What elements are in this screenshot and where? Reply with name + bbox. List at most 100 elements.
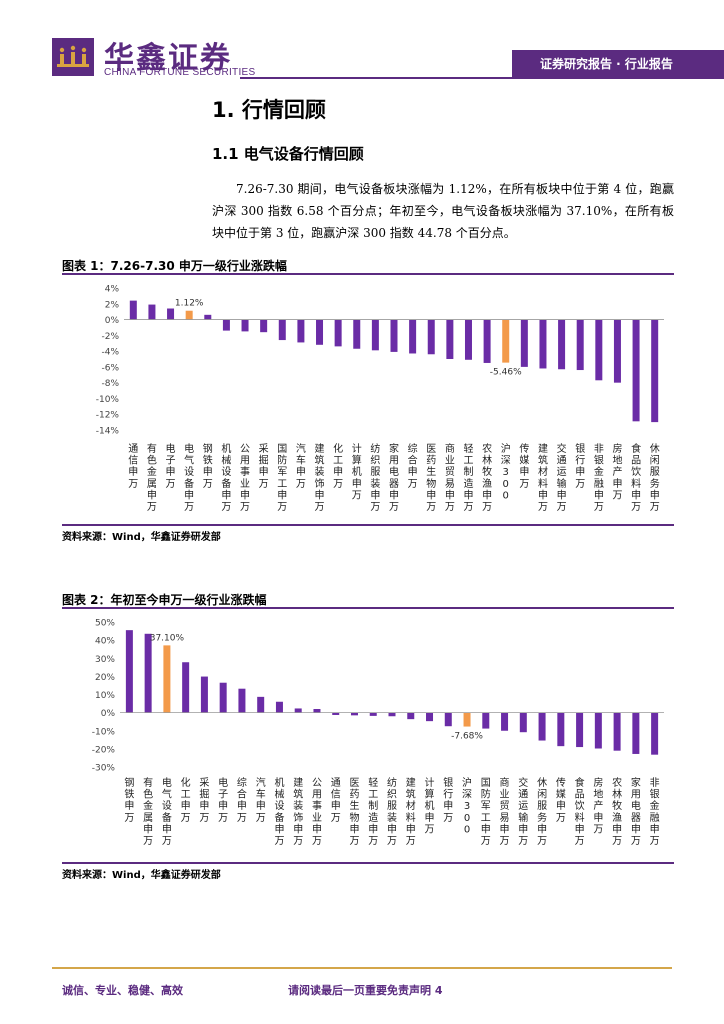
data-label: -5.46%	[490, 368, 522, 378]
footer-rule	[52, 967, 672, 969]
x-tick-label: 机械设备申万	[274, 776, 284, 847]
x-tick-label: 汽车申万	[256, 776, 266, 824]
section-heading: 1. 行情回顾	[212, 98, 326, 122]
figure1-chart: 4% 2% 0% -2% -4% -6% -8% -10% -12% -14% 1.12% -5.46…	[96, 285, 664, 513]
figure2-source: 资料来源：Wind，华鑫证券研发部	[62, 870, 221, 881]
x-tick-label: 农林牧渔申万	[482, 442, 492, 513]
data-label: -7.68%	[451, 732, 483, 742]
x-tick-label: 交通运输申万	[518, 776, 528, 847]
y-tick-label: -2%	[101, 332, 119, 342]
bar	[613, 712, 621, 751]
body-paragraph: 7.26-7.30 期间，电气设备板块涨幅为 1.12%，在所有板块中位于第 4…	[212, 182, 674, 240]
x-tick-label: 传媒申万	[519, 443, 529, 490]
footer-disclaimer: 请阅读最后一页重要免责声明 4	[288, 984, 443, 997]
y-tick-label: -12%	[96, 411, 120, 421]
bar	[632, 319, 640, 422]
y-tick-label: 4%	[105, 285, 120, 295]
bar	[444, 712, 452, 727]
bar	[222, 319, 230, 331]
bar	[407, 712, 415, 720]
bar	[426, 712, 434, 722]
x-tick-label: 通信申万	[128, 443, 138, 490]
report-type: 证券研究报告 · 行业报告	[540, 57, 673, 71]
y-tick-label: 40%	[95, 637, 115, 647]
x-tick-label: 沪深 3 0 0	[462, 776, 472, 835]
y-tick-label: 20%	[95, 673, 115, 683]
data-label: 1.12%	[175, 299, 204, 309]
x-tick-label: 汽车申万	[296, 442, 306, 490]
x-tick-label: 医药生物申万	[426, 443, 436, 513]
bar	[369, 712, 377, 716]
x-tick-label: 国防军工申万	[481, 777, 491, 847]
x-tick-label: 钢铁申万	[203, 442, 213, 490]
x-tick-label: 建筑装饰申万	[315, 442, 325, 513]
bar	[388, 712, 396, 717]
figure1-title: 图表 1：7.26-7.30 申万一级行业涨跌幅	[62, 259, 287, 273]
bar	[313, 709, 321, 713]
bar	[297, 319, 305, 343]
x-tick-label: 银行申万	[443, 776, 453, 824]
x-tick-label: 休闲服务申万	[650, 443, 660, 513]
x-tick-label: 有色金属申万	[143, 776, 153, 847]
bar	[350, 712, 358, 716]
data-label: 37.10%	[150, 633, 185, 643]
bar	[200, 676, 208, 713]
y-tick-label: -6%	[101, 363, 119, 373]
bar	[125, 630, 133, 713]
header-band	[512, 50, 724, 77]
bar	[144, 633, 152, 713]
x-tick-label: 综合申万	[408, 442, 418, 490]
x-tick-label: 商业贸易申万	[500, 776, 510, 847]
y-tick-label: -20%	[92, 745, 116, 755]
x-tick-label: 建筑材料申万	[406, 776, 416, 847]
subsection-heading: 1.1 电气设备行情回顾	[212, 145, 364, 163]
header-rule	[240, 77, 724, 79]
bar	[219, 682, 227, 713]
brand-name-en: CHINA FORTUNE SECURITIES	[104, 67, 256, 78]
bar	[632, 712, 640, 754]
bar	[427, 319, 435, 355]
x-tick-label: 房地产申万	[612, 442, 622, 501]
brand-name-cn: 华鑫证券	[104, 41, 232, 76]
bar	[316, 319, 324, 345]
x-tick-label: 公用事业申万	[312, 778, 322, 847]
x-tick-label: 交通运输申万	[557, 442, 567, 513]
bar	[539, 319, 547, 369]
figure2-chart: 50% 40% 30% 20% 10% 0% -10% -20% -30% 37.10% -7.68…	[92, 619, 664, 847]
bar	[576, 319, 584, 371]
y-tick-label: -14%	[96, 427, 120, 437]
x-tick-label: 化工申万	[333, 442, 343, 490]
y-tick-label: 0%	[105, 316, 120, 326]
y-tick-label: -10%	[92, 727, 116, 737]
bar	[185, 310, 193, 320]
x-tick-label: 钢铁申万	[124, 776, 134, 824]
x-tick-label: 食品饮料申万	[575, 776, 585, 847]
bar	[501, 712, 509, 731]
x-tick-label: 纺织服装申万	[387, 776, 397, 847]
y-tick-label: -8%	[101, 379, 119, 389]
x-tick-label: 采掘申万	[199, 777, 209, 824]
bar	[482, 712, 490, 729]
bar	[167, 308, 175, 320]
bar	[148, 304, 156, 320]
bar	[371, 319, 379, 351]
bar	[613, 319, 621, 383]
figure1-bottom-rule	[62, 524, 674, 526]
bar	[294, 708, 302, 713]
x-tick-label: 机械设备申万	[221, 442, 231, 513]
bar	[129, 300, 137, 320]
bar	[332, 712, 340, 715]
x-tick-label: 非银金融申万	[594, 443, 604, 513]
x-tick-label: 商业贸易申万	[445, 442, 455, 513]
x-tick-label: 综合申万	[237, 776, 247, 824]
bar	[463, 712, 471, 727]
brand-logo-icon	[52, 38, 94, 76]
bar	[241, 319, 249, 332]
figure2-title: 图表 2：年初至今申万一级行业涨跌幅	[62, 593, 267, 607]
bar	[238, 688, 246, 713]
x-tick-label: 轻工制造申万	[368, 776, 378, 847]
x-tick-label: 非银金融申万	[650, 777, 660, 847]
y-tick-label: -4%	[101, 348, 119, 358]
bar	[594, 712, 602, 749]
x-tick-label: 国防军工申万	[277, 443, 287, 513]
